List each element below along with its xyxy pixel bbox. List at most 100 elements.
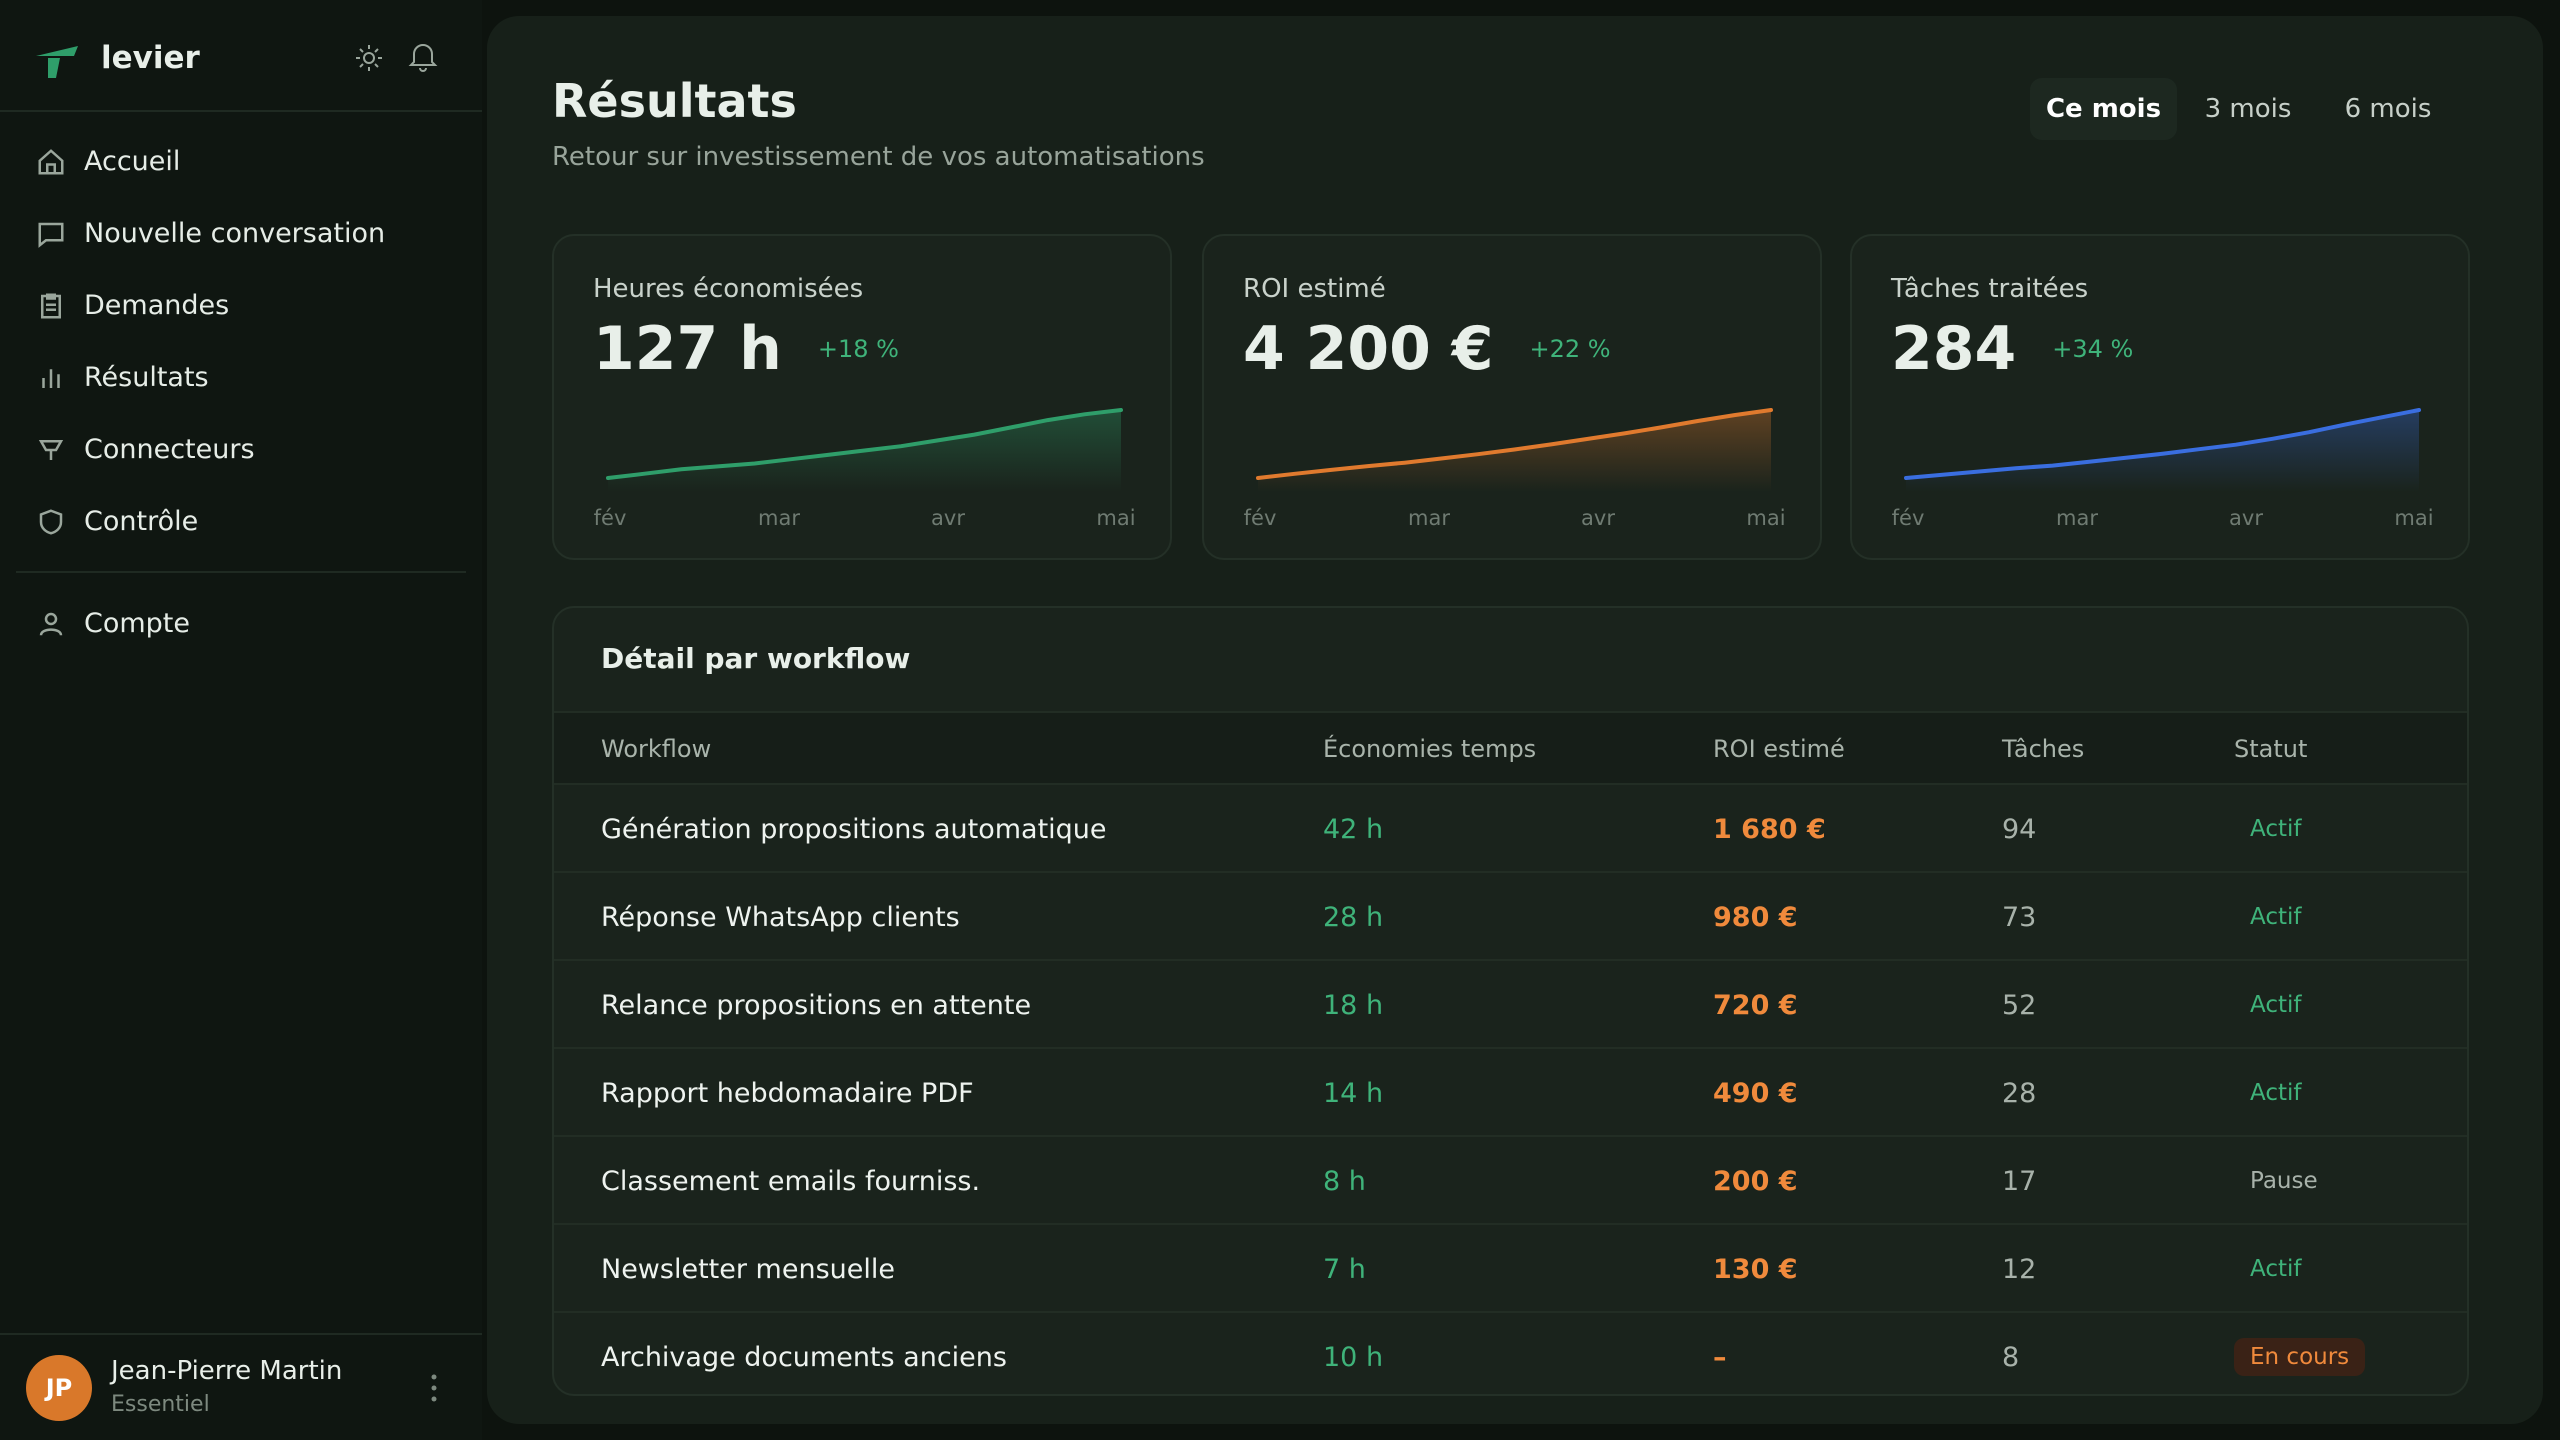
table-cell: 94: [2002, 813, 2037, 845]
table-cell: 8: [2002, 1341, 2020, 1373]
metric-card: ROI estimé 4 200 € +22 % fév mar avr mai: [1202, 234, 1822, 560]
metric-delta: +18 %: [817, 335, 899, 363]
metric-card: Tâches traitées 284 +34 % fév mar avr mai: [1850, 234, 2470, 560]
page-title: Résultats: [552, 74, 797, 128]
theme-toggle[interactable]: [354, 43, 384, 73]
table-cell: 490 €: [1713, 1077, 1798, 1109]
sparkline-line: [1904, 408, 2421, 480]
table-row[interactable]: Classement emails fourniss. 8 h 200 € 17 Pau…: [554, 1135, 2467, 1223]
sparkline-line: [1256, 408, 1773, 480]
metric-value-row: 4 200 € +22 %: [1243, 314, 1611, 384]
table-cell: Réponse WhatsApp clients: [601, 901, 960, 933]
month-label: fév: [1891, 506, 1925, 530]
table-cell: 28: [2002, 1077, 2037, 1109]
table-cell: 42 h: [1323, 813, 1384, 845]
nav-label: Résultats: [84, 362, 209, 393]
main-panel: Résultats Retour sur investissement de v…: [487, 16, 2543, 1424]
table-cell: 1 680 €: [1713, 813, 1826, 845]
table-row[interactable]: Rapport hebdomadaire PDF 14 h 490 € 28 Actif: [554, 1047, 2467, 1135]
metric-card: Heures économisées 127 h +18 % fév mar avr mai: [552, 234, 1172, 560]
nav-item[interactable]: Nouvelle conversation: [16, 200, 464, 267]
table-cell: 14 h: [1323, 1077, 1384, 1109]
period-tab[interactable]: Ce mois: [2030, 78, 2177, 140]
divider: [16, 571, 466, 573]
user-menu[interactable]: [428, 1372, 440, 1404]
metric-delta: +22 %: [1529, 335, 1611, 363]
nav-label: Connecteurs: [84, 434, 255, 465]
nav-label: Compte: [84, 608, 191, 639]
month-label: avr: [2229, 506, 2263, 530]
table-cell: 8 h: [1323, 1165, 1366, 1197]
month-label: mai: [1096, 506, 1136, 530]
table-row[interactable]: Réponse WhatsApp clients 28 h 980 € 73 Actif: [554, 871, 2467, 959]
nav-item[interactable]: Compte: [16, 590, 464, 657]
table-cell: Rapport hebdomadaire PDF: [601, 1077, 974, 1109]
table-cell: Newsletter mensuelle: [601, 1253, 895, 1285]
table-cell: 980 €: [1713, 901, 1798, 933]
column-header: ROI estimé: [1713, 735, 1845, 763]
column-header: Statut: [2234, 735, 2308, 763]
notifications[interactable]: [408, 40, 438, 72]
divider: [0, 1333, 482, 1335]
metric-value: 127 h: [593, 314, 782, 384]
status-cell: Actif: [2234, 961, 2317, 1049]
column-header: Économies temps: [1323, 735, 1537, 763]
status-badge: Actif: [2250, 1080, 2302, 1106]
sparkline-line: [606, 408, 1123, 480]
table-cell: 73: [2002, 901, 2037, 933]
nav-label: Accueil: [84, 146, 181, 177]
month-label: mar: [758, 506, 800, 530]
table-row[interactable]: Relance propositions en attente 18 h 720 €…: [554, 959, 2467, 1047]
month-label: mai: [1746, 506, 1786, 530]
avatar[interactable]: JP: [26, 1355, 92, 1421]
table-cell: Classement emails fourniss.: [601, 1165, 981, 1197]
table-cell: Archivage documents anciens: [601, 1341, 1007, 1373]
month-label: avr: [1581, 506, 1615, 530]
status-badge: Actif: [2250, 904, 2302, 930]
table-row[interactable]: Génération propositions automatique 42 h 1…: [554, 783, 2467, 871]
status-cell: Pause: [2234, 1137, 2334, 1225]
table-cell: 200 €: [1713, 1165, 1798, 1197]
page-subtitle: Retour sur investissement de vos automat…: [552, 142, 1205, 172]
table-cell: Génération propositions automatique: [601, 813, 1107, 845]
status-badge: En cours: [2234, 1338, 2366, 1376]
table-cell: 52: [2002, 989, 2037, 1021]
table-row[interactable]: Archivage documents anciens 10 h – 8 En cour…: [554, 1311, 2467, 1394]
period-tab[interactable]: 6 mois: [2344, 94, 2432, 124]
table-title: Détail par workflow: [601, 642, 911, 675]
nav-item[interactable]: Connecteurs: [16, 416, 464, 483]
table-cell: 130 €: [1713, 1253, 1798, 1285]
nav-item[interactable]: Contrôle: [16, 488, 464, 555]
table-row[interactable]: Newsletter mensuelle 7 h 130 € 12 Actif: [554, 1223, 2467, 1311]
month-label: mai: [2394, 506, 2434, 530]
divider: [0, 110, 482, 112]
metric-value: 4 200 €: [1243, 314, 1494, 384]
status-cell: Actif: [2234, 1049, 2317, 1137]
workflow-table: Détail par workflow Workflow Économies te…: [552, 606, 2469, 1396]
table-cell: –: [1713, 1341, 1727, 1373]
table-header: Workflow Économies temps ROI estimé Tâches S…: [554, 711, 2467, 783]
table-cell: 28 h: [1323, 901, 1384, 933]
sidebar: levier Accueil Nouvelle conversation Dem…: [0, 0, 482, 1440]
status-cell: En cours: [2234, 1313, 2366, 1394]
nav-item[interactable]: Accueil: [16, 128, 464, 195]
sparkline-area: [1906, 410, 2419, 492]
sparkline: [606, 408, 1123, 492]
month-label: avr: [931, 506, 965, 530]
metric-delta: +34 %: [2052, 335, 2134, 363]
metric-value: 284: [1891, 314, 2017, 384]
table-cell: 17: [2002, 1165, 2037, 1197]
metric-label: Heures économisées: [593, 274, 864, 304]
sparkline: [1256, 408, 1773, 492]
status-badge: Actif: [2250, 992, 2302, 1018]
month-label: mar: [1408, 506, 1450, 530]
nav-item[interactable]: Demandes: [16, 272, 464, 339]
period-tab[interactable]: 3 mois: [2204, 94, 2292, 124]
status-cell: Actif: [2234, 1225, 2317, 1313]
nav-item[interactable]: Résultats: [16, 344, 464, 411]
table-cell: 10 h: [1323, 1341, 1384, 1373]
month-label: mar: [2056, 506, 2098, 530]
status-badge: Actif: [2250, 1256, 2302, 1282]
month-label: fév: [593, 506, 627, 530]
